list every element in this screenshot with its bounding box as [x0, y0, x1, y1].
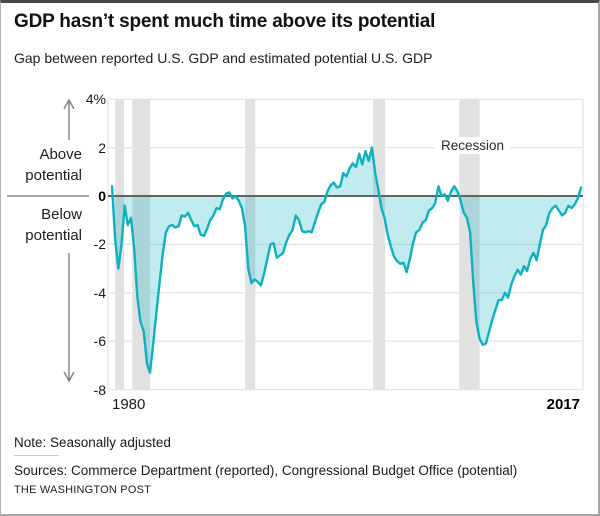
chart-title: GDP hasn’t spent much time above its pot…	[14, 11, 436, 32]
footer-divider	[14, 455, 59, 456]
sources-text: Sources: Commerce Department (reported),…	[14, 463, 518, 478]
publisher-credit: THE WASHINGTON POST	[14, 484, 152, 496]
gdp-gap-area	[112, 147, 581, 373]
y-tick-label: 4%	[85, 91, 106, 108]
above-potential-line2: potential	[25, 167, 82, 184]
y-tick-label: -2	[93, 236, 106, 253]
y-tick-label: -4	[93, 284, 106, 301]
chart-subtitle: Gap between reported U.S. GDP and estima…	[14, 50, 433, 66]
y-tick-label: 2	[98, 139, 106, 156]
above-potential-line1: Above	[39, 146, 82, 163]
below-potential-label: Below potential	[1, 204, 82, 246]
above-potential-label: Above potential	[1, 144, 82, 186]
below-potential-arrow-icon	[63, 253, 75, 383]
above-potential-arrow-icon	[63, 98, 75, 140]
y-tick-label: 0	[98, 188, 106, 204]
recession-annotation: Recession	[435, 137, 511, 154]
gdp-gap-chart	[7, 98, 584, 391]
y-tick-label: -8	[93, 381, 106, 398]
note-text: Note: Seasonally adjusted	[14, 435, 171, 450]
below-potential-line1: Below	[41, 206, 82, 223]
y-tick-label: -6	[93, 333, 106, 350]
gdp-gap-line	[110, 146, 583, 374]
x-axis-label-2017: 2017	[546, 396, 580, 413]
below-potential-line2: potential	[25, 227, 82, 244]
x-axis-label-1980: 1980	[112, 396, 146, 413]
